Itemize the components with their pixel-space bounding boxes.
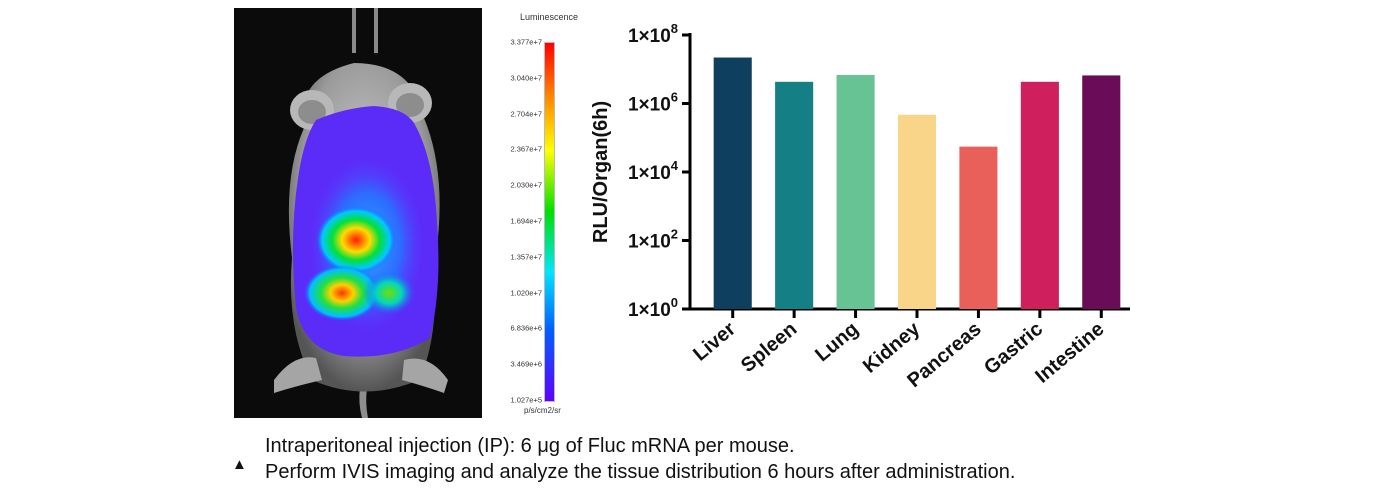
caption-line-1: Intraperitoneal injection (IP): 6 μg of … — [265, 435, 795, 457]
bar-pancreas — [959, 146, 998, 309]
bar-lung — [836, 74, 875, 309]
bar-intestine — [1082, 75, 1121, 309]
triangle-bullet-icon: ▲ — [232, 456, 247, 473]
luminescence-colorbar: Luminescence 3.377e+7 3.040e+7 2.704e+7 2.3… — [490, 8, 600, 418]
x-tick-label: Liver — [689, 318, 740, 366]
y-axis-label: RLU/Organ(6h) — [590, 101, 612, 243]
colorbar-tick-label: 2.030e+7 — [510, 180, 543, 190]
colorbar-tick-label: 3.040e+7 — [510, 73, 543, 83]
bar-chart: 1×100 1×102 1×104 1×106 1×108 RLU/Organ(6h) Li… — [585, 10, 1145, 420]
y-tick-label: 1×102 — [628, 227, 678, 253]
x-tick-label: Lung — [811, 318, 863, 366]
ivis-mouse-image — [234, 8, 482, 418]
y-tick-label: 1×106 — [628, 90, 678, 116]
y-tick-label: 1×104 — [628, 158, 679, 184]
bar-gastric — [1020, 81, 1059, 309]
mouse-luminescence-figure — [234, 8, 482, 418]
colorbar-tick-label: 3.377e+7 — [510, 37, 543, 47]
colorbar-tick-label: 6.836e+6 — [510, 323, 543, 333]
colorbar-title: Luminescence — [520, 12, 579, 22]
colorbar-tick-label: 1.357e+7 — [510, 252, 543, 262]
caption-line-2: Perform IVIS imaging and analyze the tis… — [265, 461, 1016, 483]
colorbar-tick-label: 2.367e+7 — [510, 144, 543, 154]
bar-spleen — [775, 81, 814, 309]
x-tick-label: Intestine — [1031, 318, 1108, 388]
bar-liver — [713, 57, 752, 310]
y-tick-label: 1×100 — [628, 295, 678, 321]
colorbar-tick-label: 1.027e+5 — [510, 395, 543, 405]
colorbar-tick-label: 1.020e+7 — [510, 288, 543, 298]
bar-kidney — [897, 114, 937, 309]
colorbar-tick-label: 3.469e+6 — [510, 359, 543, 369]
colorbar-tick-label: 1.694e+7 — [510, 216, 543, 226]
colorbar-unit: p/s/cm2/sr — [524, 406, 561, 415]
colorbar-tick-label: 2.704e+7 — [510, 109, 543, 119]
y-tick-label: 1×108 — [628, 21, 678, 47]
x-tick-label: Spleen — [737, 318, 801, 377]
bar-chart-svg: 1×100 1×102 1×104 1×106 1×108 RLU/Organ(6h) Li… — [590, 21, 1130, 392]
colorbar-gradient — [544, 42, 555, 402]
